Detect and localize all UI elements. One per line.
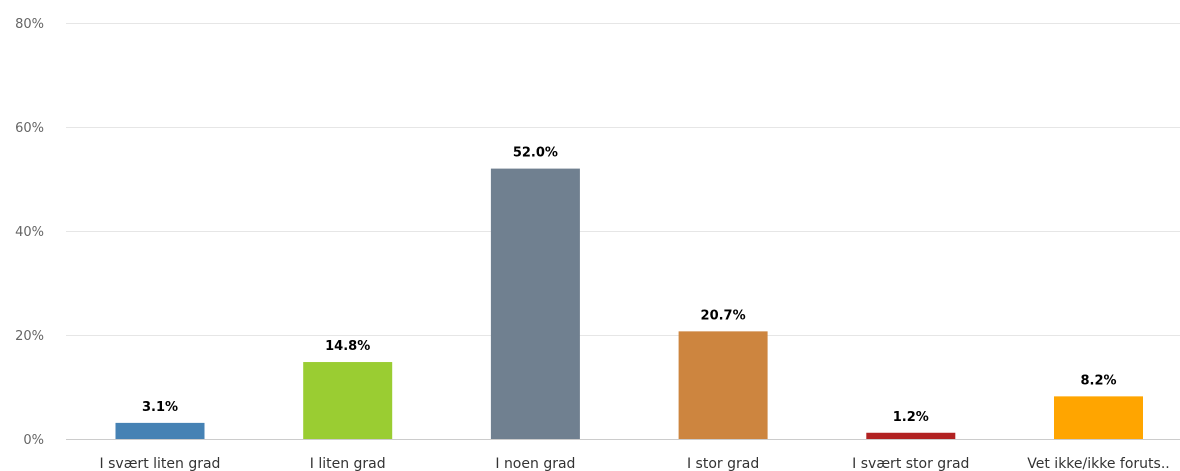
- bar: [490, 168, 580, 439]
- x-category-label: Vet ikke/ikke foruts..: [1027, 456, 1169, 471]
- data-label: 52.0%: [513, 146, 558, 161]
- data-label: 3.1%: [142, 400, 178, 415]
- bar: [1054, 396, 1143, 439]
- x-category-label: I svært stor grad: [852, 456, 969, 471]
- bars: [115, 168, 1143, 439]
- data-label: 14.8%: [325, 339, 370, 354]
- x-category-label: I liten grad: [310, 456, 386, 471]
- y-tick-label: 20%: [15, 329, 44, 344]
- bar: [115, 422, 205, 439]
- x-category-label: I noen grad: [495, 456, 575, 471]
- y-tick-label: 40%: [15, 225, 44, 240]
- y-tick-label: 60%: [15, 121, 44, 136]
- bar: [678, 331, 768, 439]
- gridlines: [66, 23, 1180, 440]
- data-labels: 3.1% 14.8% 52.0% 20.7% 1.2% 8.2%: [142, 146, 1117, 425]
- x-axis-categories: I svært liten grad I liten grad I noen gra…: [100, 456, 1170, 471]
- data-label: 8.2%: [1080, 373, 1116, 388]
- y-tick-label: 0%: [23, 433, 44, 448]
- bar: [303, 362, 393, 439]
- data-label: 20.7%: [701, 308, 746, 323]
- y-axis-ticks: 0% 20% 40% 60% 80%: [15, 17, 44, 448]
- y-tick-label: 80%: [15, 17, 44, 32]
- x-category-label: I stor grad: [687, 456, 759, 471]
- bar: [866, 432, 956, 439]
- data-label: 1.2%: [893, 410, 929, 425]
- x-category-label: I svært liten grad: [100, 456, 221, 471]
